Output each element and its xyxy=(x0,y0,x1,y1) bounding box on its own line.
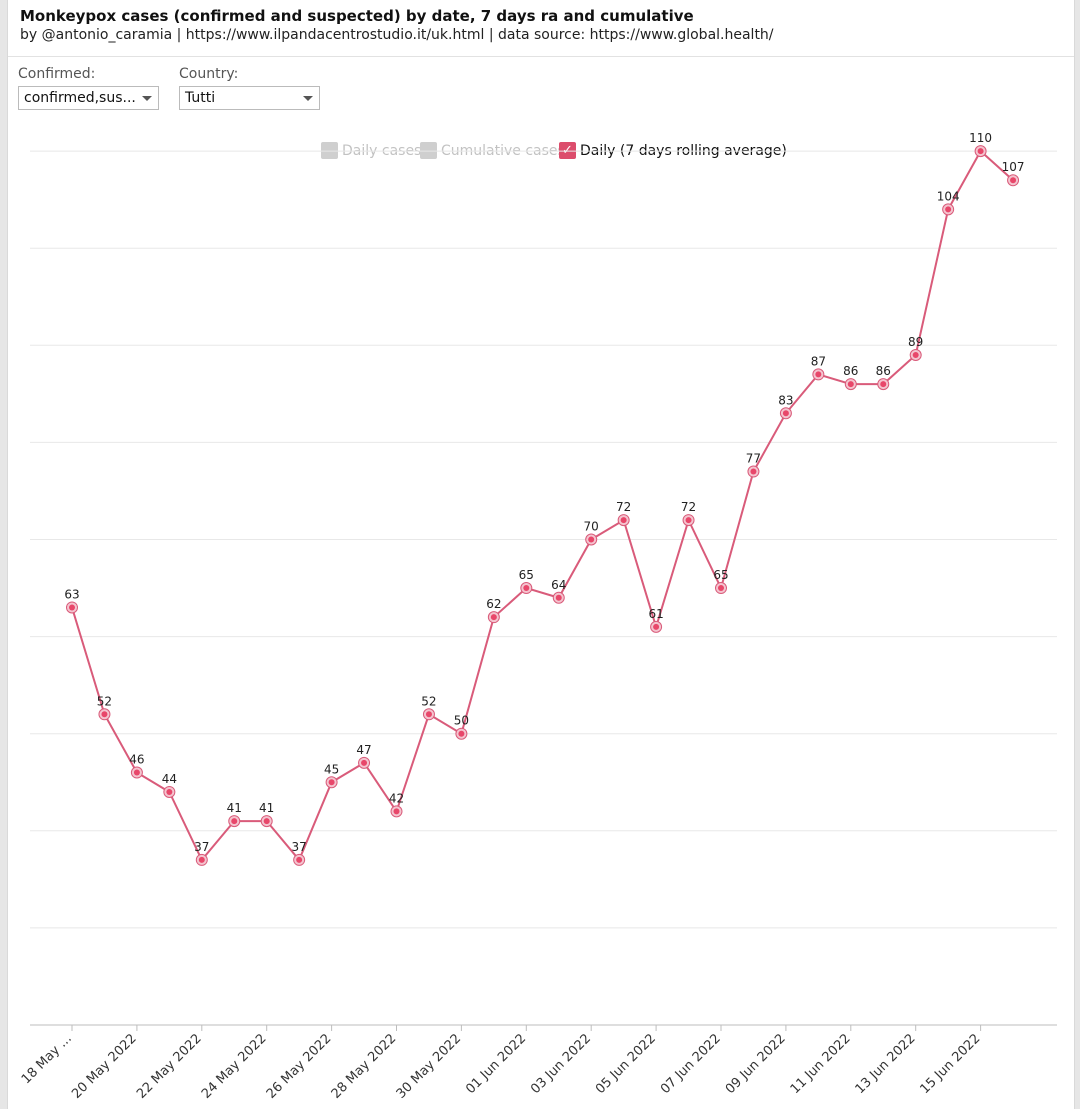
x-tick-label: 18 May ... xyxy=(19,1031,75,1087)
data-label: 83 xyxy=(778,393,793,407)
data-label: 77 xyxy=(746,452,761,466)
checkmark-icon: ✓ xyxy=(559,142,576,159)
data-label: 65 xyxy=(519,568,534,582)
data-label: 52 xyxy=(421,694,436,708)
data-label: 72 xyxy=(681,500,696,514)
data-point xyxy=(588,536,595,543)
x-tick-label: 22 May 2022 xyxy=(134,1031,205,1102)
data-label: 50 xyxy=(454,714,469,728)
chart-header: Monkeypox cases (confirmed and suspected… xyxy=(8,0,1074,57)
data-point xyxy=(555,594,562,601)
x-tick-label: 13 Jun 2022 xyxy=(853,1031,919,1097)
chart-subtitle: by @antonio_caramia | https://www.ilpand… xyxy=(20,27,774,43)
data-point xyxy=(198,856,205,863)
data-label: 107 xyxy=(1002,160,1025,174)
data-point xyxy=(296,856,303,863)
data-label: 89 xyxy=(908,335,923,349)
data-label: 42 xyxy=(389,791,404,805)
data-label: 61 xyxy=(648,607,663,621)
x-tick-label: 30 May 2022 xyxy=(394,1031,465,1102)
data-label: 87 xyxy=(811,354,826,368)
data-label: 37 xyxy=(194,840,209,854)
data-point xyxy=(750,468,757,475)
data-point xyxy=(490,614,497,621)
data-point xyxy=(263,818,270,825)
country-select[interactable]: Tutti xyxy=(179,86,320,110)
data-point xyxy=(815,371,822,378)
confirmed-select-value: confirmed,sus... xyxy=(24,90,136,106)
data-point xyxy=(166,788,173,795)
x-tick-label: 01 Jun 2022 xyxy=(463,1031,529,1097)
data-point xyxy=(945,206,952,213)
legend-toggle-box xyxy=(321,142,338,159)
data-label: 110 xyxy=(969,131,992,145)
data-point xyxy=(425,711,432,718)
data-point xyxy=(101,711,108,718)
data-point xyxy=(1010,177,1017,184)
data-point xyxy=(685,517,692,524)
data-point xyxy=(133,769,140,776)
data-point xyxy=(361,759,368,766)
data-point xyxy=(912,352,919,359)
data-point xyxy=(880,381,887,388)
data-label: 52 xyxy=(97,694,112,708)
data-point xyxy=(847,381,854,388)
data-label: 63 xyxy=(64,587,79,601)
data-point xyxy=(718,585,724,592)
chevron-down-icon xyxy=(303,96,313,101)
chart-title: Monkeypox cases (confirmed and suspected… xyxy=(20,7,694,25)
data-label: 65 xyxy=(713,568,728,582)
data-label: 70 xyxy=(584,520,599,534)
data-point xyxy=(653,623,660,630)
confirmed-label: Confirmed: xyxy=(18,66,96,82)
series-line xyxy=(71,149,1014,862)
x-tick-label: 15 Jun 2022 xyxy=(918,1031,984,1097)
confirmed-select[interactable]: confirmed,sus... xyxy=(18,86,159,110)
data-point xyxy=(69,604,75,611)
data-label: 46 xyxy=(129,753,144,767)
data-label: 41 xyxy=(227,801,242,815)
data-point xyxy=(523,585,530,592)
data-label: 86 xyxy=(876,364,891,378)
data-point xyxy=(620,517,627,524)
data-label: 62 xyxy=(486,597,501,611)
data-label: 72 xyxy=(616,500,631,514)
data-label: 86 xyxy=(843,364,858,378)
data-point xyxy=(977,148,984,155)
x-tick-label: 05 Jun 2022 xyxy=(593,1031,659,1097)
data-label: 37 xyxy=(292,840,307,854)
legend-toggle-box xyxy=(420,142,437,159)
data-label: 45 xyxy=(324,762,339,776)
data-label: 64 xyxy=(551,578,566,592)
country-select-value: Tutti xyxy=(185,90,216,106)
data-label: 41 xyxy=(259,801,274,815)
data-label: 104 xyxy=(937,189,960,203)
data-point xyxy=(393,808,400,815)
x-tick-label: 09 Jun 2022 xyxy=(723,1031,789,1097)
x-tick-label: 20 May 2022 xyxy=(69,1031,140,1102)
x-tick-label: 07 Jun 2022 xyxy=(658,1031,724,1097)
chevron-down-icon xyxy=(142,96,152,101)
data-label: 47 xyxy=(356,743,371,757)
data-point xyxy=(458,730,465,737)
x-tick-label: 24 May 2022 xyxy=(199,1031,270,1102)
data-label: 44 xyxy=(162,772,177,786)
country-label: Country: xyxy=(179,66,239,82)
x-tick-label: 11 Jun 2022 xyxy=(788,1031,854,1097)
x-tick-label: 28 May 2022 xyxy=(329,1031,400,1102)
x-tick-label: 03 Jun 2022 xyxy=(528,1031,594,1097)
data-point xyxy=(231,818,238,825)
x-tick-label: 26 May 2022 xyxy=(264,1031,335,1102)
chart-panel: Monkeypox cases (confirmed and suspected… xyxy=(7,0,1075,1109)
data-point xyxy=(328,779,335,786)
data-point xyxy=(782,410,789,417)
